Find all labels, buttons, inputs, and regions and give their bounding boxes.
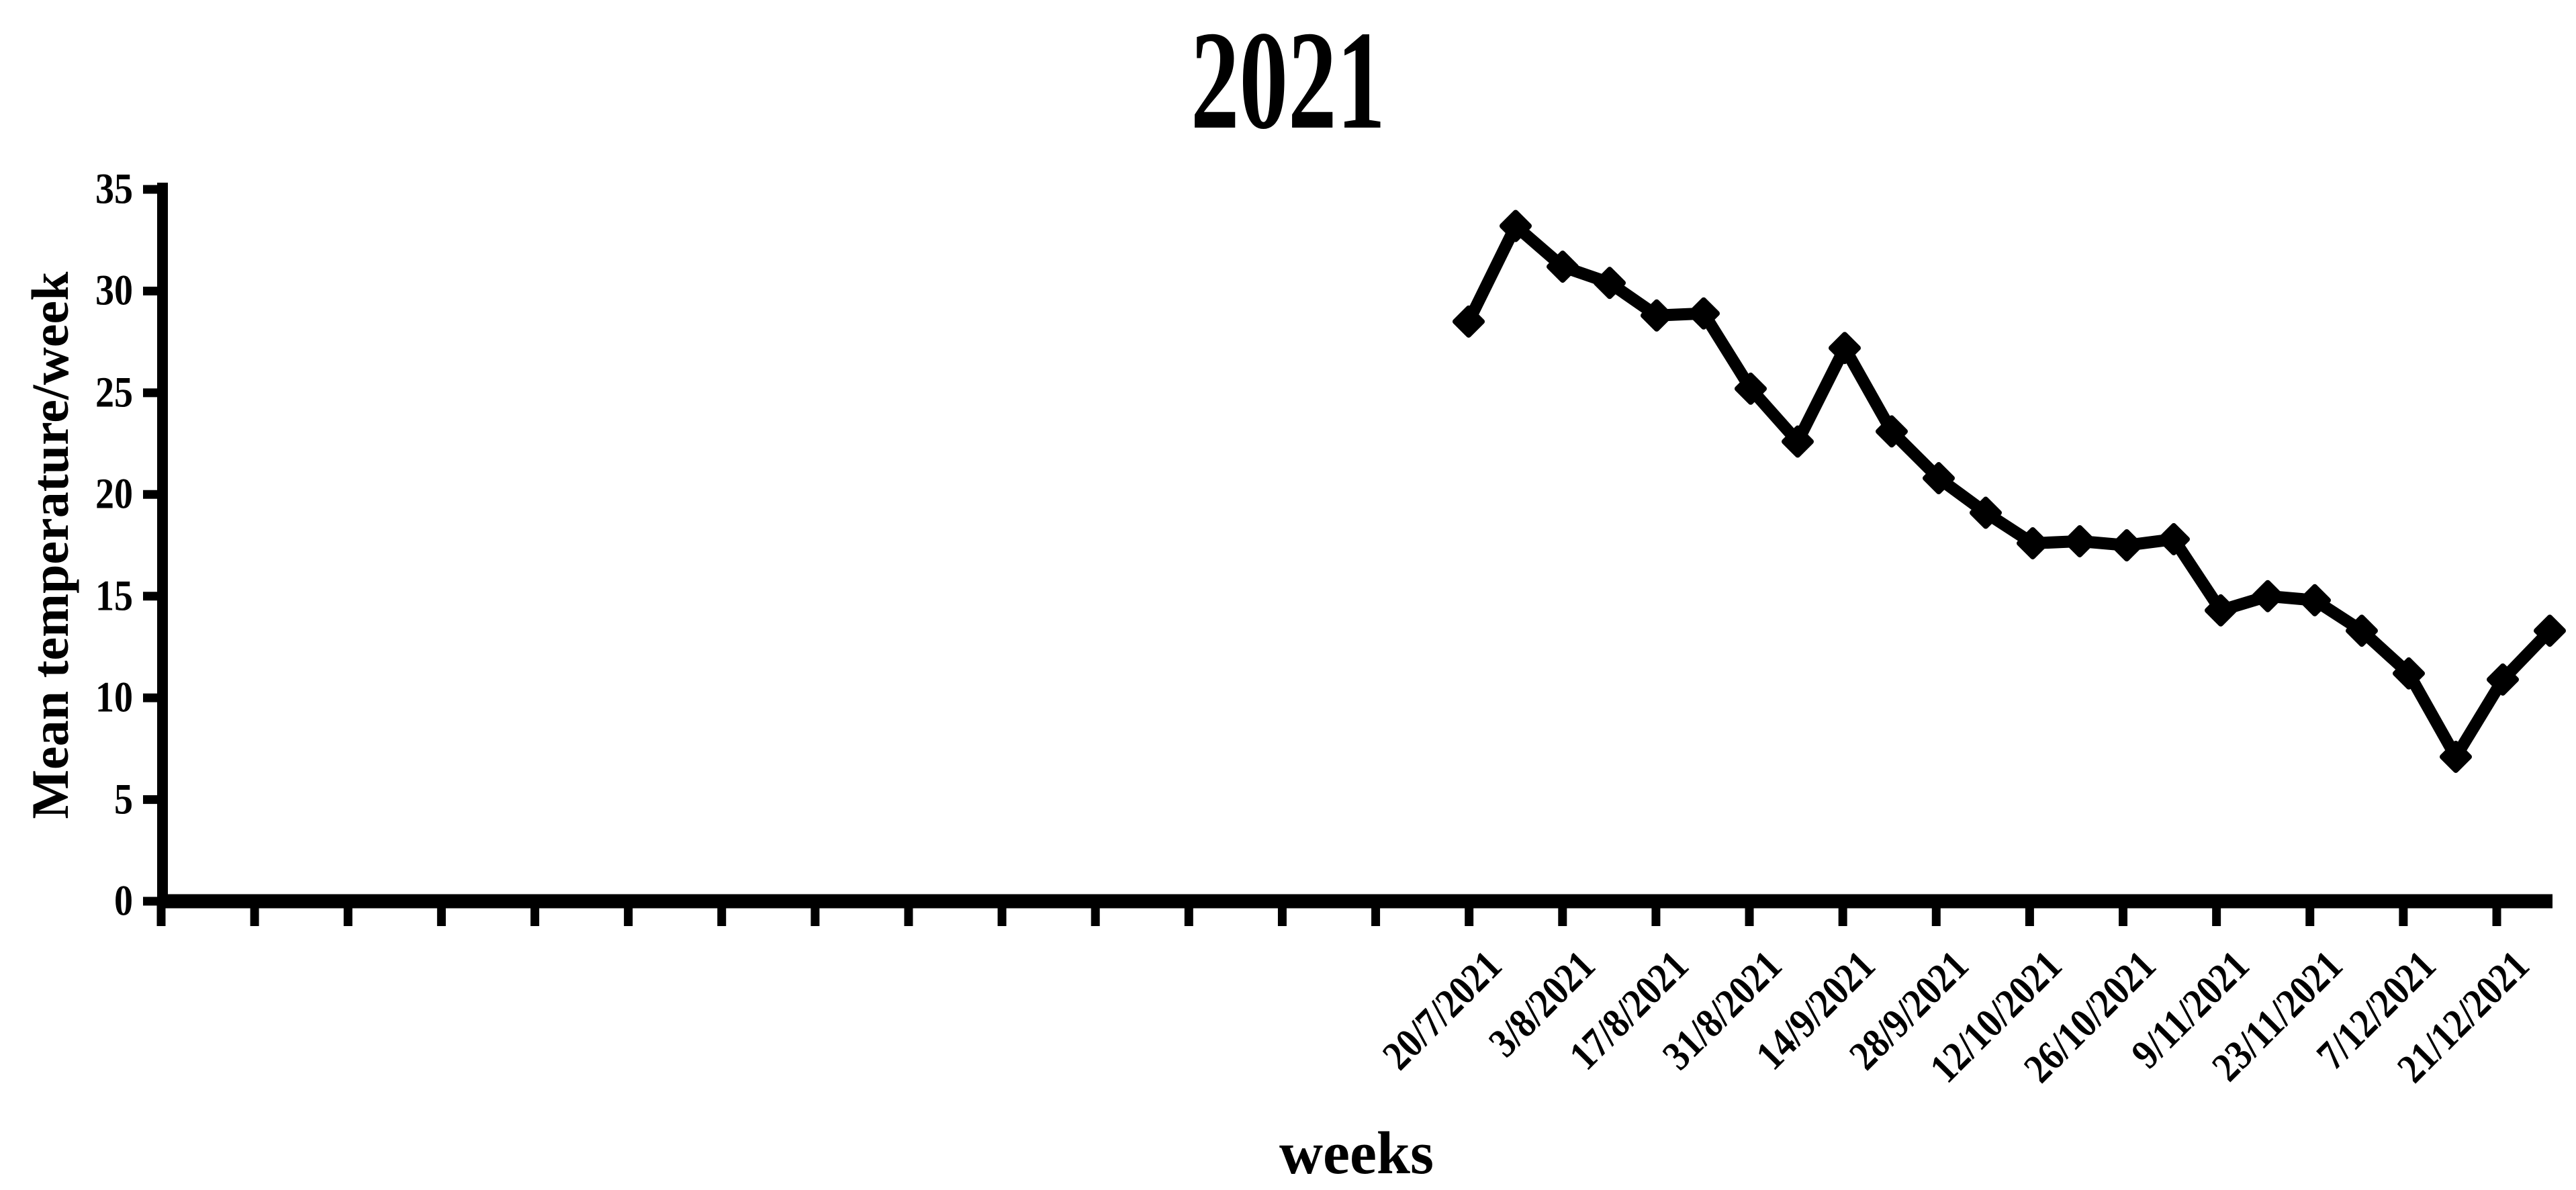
y-tick-label: 0 bbox=[114, 877, 133, 925]
temperature-line bbox=[1463, 220, 2556, 763]
data-point-marker bbox=[2017, 527, 2049, 559]
y-tick-label: 10 bbox=[95, 674, 133, 722]
data-point-marker bbox=[1453, 305, 1485, 338]
data-point-marker bbox=[2346, 614, 2378, 647]
data-point-marker bbox=[1594, 267, 1626, 300]
data-point-marker bbox=[2111, 529, 2143, 561]
x-axis-title: weeks bbox=[1279, 1120, 1434, 1187]
data-point-marker bbox=[2534, 614, 2566, 647]
data-point-marker bbox=[1688, 297, 1720, 330]
data-point-marker bbox=[2205, 594, 2237, 627]
data-point-marker bbox=[1923, 462, 1955, 495]
data-point-marker bbox=[1547, 250, 1579, 283]
data-point-marker bbox=[1500, 210, 1532, 242]
y-tick-label: 30 bbox=[95, 267, 133, 316]
y-tick-label: 25 bbox=[95, 369, 133, 417]
data-point-marker bbox=[1876, 415, 1908, 448]
data-point-marker bbox=[2440, 740, 2472, 773]
data-point-marker bbox=[2158, 522, 2190, 555]
chart-title: 2021 bbox=[1191, 3, 1385, 159]
data-point-marker bbox=[1970, 496, 2002, 529]
data-point-marker bbox=[1641, 299, 1673, 332]
y-tick-label: 20 bbox=[95, 470, 133, 518]
data-point-marker bbox=[2393, 657, 2425, 690]
data-point-marker bbox=[2064, 524, 2096, 557]
data-point-marker bbox=[2299, 584, 2331, 616]
y-tick-label: 15 bbox=[95, 572, 133, 621]
y-tick-label: 5 bbox=[114, 775, 133, 824]
y-tick-label: 35 bbox=[95, 165, 133, 214]
data-point-marker bbox=[1782, 425, 1814, 458]
data-point-marker bbox=[2487, 663, 2519, 696]
data-point-marker bbox=[1829, 332, 1861, 365]
data-point-marker bbox=[2252, 580, 2284, 612]
data-point-marker bbox=[1735, 372, 1767, 405]
